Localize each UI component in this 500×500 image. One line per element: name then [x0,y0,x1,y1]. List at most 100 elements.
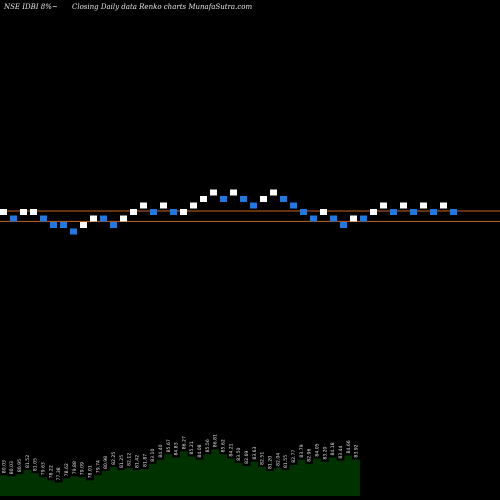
volume-area [0,449,360,496]
renko-brick-22-down [220,196,227,202]
volume-label-24: 85.21 [189,441,195,454]
volume-label-19: 83.10 [150,449,156,462]
volume-label-38: 83.79 [299,444,305,457]
volume-label-35: 82.04 [275,453,281,466]
volume-label-10: 79.09 [80,462,86,475]
renko-brick-18-up [180,209,187,215]
volume-label-28: 85.62 [221,439,227,452]
renko-brick-23-up [230,189,237,196]
renko-brick-6-down [60,222,67,228]
renko-brick-30-down [300,209,307,215]
renko-bricks [0,189,457,235]
renko-brick-4-down [40,215,47,222]
volume-label-15: 81.25 [119,455,125,468]
renko-brick-16-up [160,202,167,209]
renko-brick-44-up [440,202,447,209]
chart-subtitle: Closing Daily data Renko charts MunafaSu… [72,3,252,11]
volume-panel [0,449,360,496]
volume-label-43: 83.44 [338,445,344,458]
renko-brick-14-up [140,202,147,209]
volume-label-33: 82.51 [260,452,266,465]
renko-brick-41-down [410,209,417,215]
volume-label-1: 80.03 [9,461,15,474]
renko-brick-9-up [90,215,97,222]
renko-brick-33-down [330,215,337,222]
volume-label-29: 84.21 [228,443,234,456]
renko-brick-5-down [50,222,57,228]
volume-label-11: 78.01 [88,465,94,478]
renko-brick-28-down [280,196,287,202]
volume-label-2: 80.95 [17,459,23,472]
volume-label-20: 84.40 [158,444,164,457]
volume-label-37: 82.77 [291,450,297,463]
volume-label-27: 86.81 [213,434,219,447]
renko-brick-32-up [320,209,327,215]
renko-brick-8-up [80,222,87,228]
volume-label-26: 85.56 [205,439,211,452]
renko-brick-43-down [430,209,437,215]
renko-brick-38-up [380,202,387,209]
renko-brick-0-up [0,209,7,215]
renko-brick-26-up [260,196,267,202]
volume-label-17: 81.42 [134,455,140,468]
renko-brick-27-up [270,189,277,196]
renko-brick-35-up [350,215,357,222]
renko-brick-3-up [30,209,37,215]
renko-brick-45-down [450,209,457,215]
volume-label-4: 81.05 [33,458,39,471]
volume-label-7: 77.38 [56,467,62,480]
renko-brick-20-up [200,196,207,202]
renko-brick-36-down [360,215,367,222]
volume-label-18: 81.87 [142,454,148,467]
volume-label-6: 78.22 [48,465,54,478]
renko-brick-15-down [150,209,157,215]
volume-label-42: 84.18 [330,442,336,455]
renko-brick-29-down [290,202,297,209]
volume-label-22: 84.83 [174,442,180,455]
renko-brick-17-down [170,209,177,215]
volume-label-25: 84.08 [197,444,203,457]
renko-brick-1-down [10,215,17,222]
renko-brick-10-down [100,215,107,222]
volume-labels: 80.03 80.03 80.95 81.52 81.05 79.63 78.22 77.38… [1,434,359,481]
volume-label-41: 83.20 [322,446,328,459]
renko-brick-21-up [210,189,217,196]
chart-symbol-title: NSE IDBI 8%~ [3,3,58,11]
volume-label-3: 81.52 [25,455,31,468]
volume-label-8: 78.62 [64,463,70,476]
volume-label-40: 84.05 [314,443,320,456]
volume-label-14: 82.25 [111,452,117,465]
volume-label-9: 79.88 [72,461,78,474]
renko-brick-37-up [370,209,377,215]
renko-brick-25-down [250,202,257,209]
volume-label-16: 82.12 [127,453,133,466]
volume-label-36: 81.55 [283,455,289,468]
renko-brick-40-up [400,202,407,209]
renko-brick-12-up [120,215,127,222]
renko-brick-2-up [20,209,27,215]
renko-brick-7-down [70,228,77,235]
volume-label-12: 79.74 [95,460,101,473]
volume-label-30: 83.50 [236,447,242,460]
volume-label-45: 83.92 [354,444,360,457]
volume-label-23: 86.27 [181,436,187,449]
renko-brick-39-down [390,209,397,215]
renko-brick-42-up [420,202,427,209]
renko-brick-24-down [240,196,247,202]
volume-label-31: 82.69 [244,451,250,464]
volume-label-21: 85.67 [166,439,172,452]
volume-label-39: 82.96 [307,449,313,462]
volume-label-34: 81.20 [268,456,274,469]
renko-brick-13-up [130,209,137,215]
volume-label-13: 80.98 [103,456,109,469]
renko-brick-19-up [190,202,197,209]
renko-brick-31-down [310,215,317,222]
volume-label-32: 83.63 [252,446,258,459]
volume-label-5: 79.63 [41,462,47,475]
renko-brick-34-down [340,222,347,228]
volume-label-44: 84.66 [346,440,352,453]
renko-brick-11-down [110,222,117,228]
volume-label-0: 80.03 [1,460,7,473]
